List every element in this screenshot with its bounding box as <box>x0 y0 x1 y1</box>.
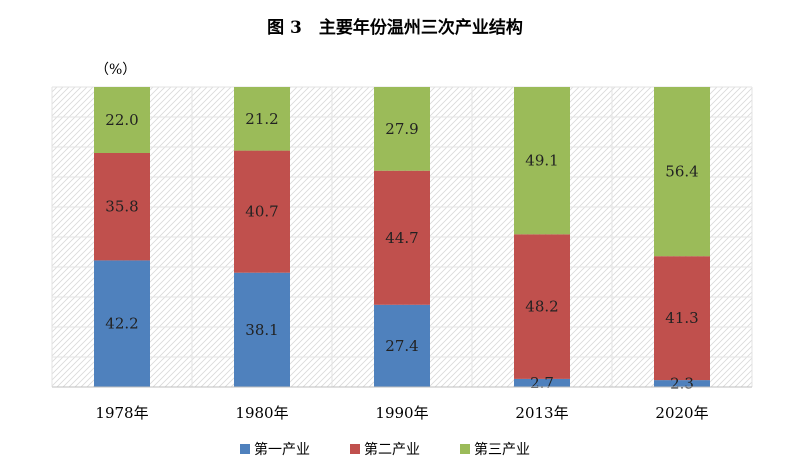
bar-segment-3 <box>654 87 710 257</box>
bar-segment-3 <box>234 87 290 151</box>
x-tick-label: 1980年 <box>235 404 288 422</box>
x-tick-label: 1990年 <box>375 404 428 422</box>
data-labels: 42.2 35.8 22.0 38.1 40.7 21.2 27.4 44.7 27.9 2.7 4… <box>105 110 698 393</box>
bar-segment-2 <box>94 153 150 261</box>
chart-title: 图 3 主要年份温州三次产业结构 <box>267 17 523 38</box>
legend-label: 第三产业 <box>474 441 530 458</box>
bar-segment-3 <box>514 87 570 235</box>
bars <box>94 87 710 387</box>
legend: 第一产业 第二产业 第三产业 <box>240 441 530 458</box>
data-label: 27.4 <box>385 337 418 355</box>
bar-segment-1 <box>654 380 710 387</box>
x-tick-label: 2020年 <box>655 404 708 422</box>
data-label: 56.4 <box>665 163 698 181</box>
data-label: 42.2 <box>105 315 138 333</box>
data-label: 2.3 <box>670 375 694 393</box>
x-tick-label: 1978年 <box>95 404 148 422</box>
legend-swatch <box>460 444 470 454</box>
bar-segment-2 <box>514 234 570 379</box>
data-label: 35.8 <box>105 198 138 216</box>
bar-segment-1 <box>94 260 150 387</box>
bar-segment-1 <box>234 272 290 387</box>
data-label: 40.7 <box>245 203 278 221</box>
legend-label: 第一产业 <box>254 441 310 458</box>
legend-swatch <box>350 444 360 454</box>
data-label: 48.2 <box>525 298 558 316</box>
unit-label: （%） <box>95 62 136 78</box>
data-label: 2.7 <box>530 374 554 392</box>
bar-segment-2 <box>234 150 290 273</box>
data-label: 44.7 <box>385 229 418 247</box>
bar-segment-1 <box>374 304 430 387</box>
legend-swatch <box>240 444 250 454</box>
data-label: 41.3 <box>665 309 698 327</box>
data-label: 49.1 <box>525 152 558 170</box>
legend-label: 第二产业 <box>364 441 420 458</box>
x-axis: 1978年 1980年 1990年 2013年 2020年 <box>52 386 752 422</box>
data-label: 27.9 <box>385 120 418 138</box>
bar-segment-3 <box>374 87 430 171</box>
bar-segment-1 <box>514 378 570 387</box>
x-tick-label: 2013年 <box>515 404 568 422</box>
bar-segment-2 <box>654 256 710 381</box>
bar-segment-2 <box>374 170 430 305</box>
data-label: 22.0 <box>105 111 138 129</box>
bar-segment-3 <box>94 87 150 153</box>
data-label: 21.2 <box>245 110 278 128</box>
data-label: 38.1 <box>245 321 278 339</box>
